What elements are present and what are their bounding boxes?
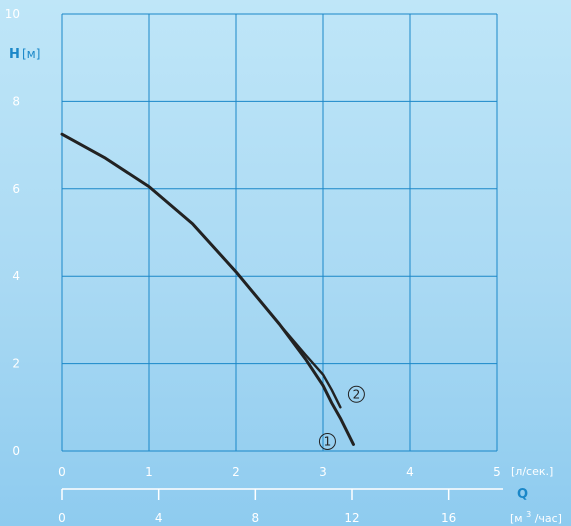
y-tick-label-0: 0 xyxy=(12,444,20,458)
grid xyxy=(61,13,498,452)
series-marker-circle-1 xyxy=(318,432,336,450)
series-marker-label-1: 1 xyxy=(324,434,332,448)
x2-unit-sup: 3 xyxy=(526,510,531,519)
series-marker-circle-2 xyxy=(347,385,365,403)
curves: 12 xyxy=(60,132,365,450)
x-axis-unit-primary: [л/сек.] xyxy=(511,465,553,478)
y-tick-label-4: 8 xyxy=(12,94,20,108)
y-axis-unit: [м] xyxy=(22,47,40,61)
x-axis-unit-secondary: [м 3 /час] xyxy=(510,507,562,525)
x-tick-label-2: 2 xyxy=(232,465,240,479)
x2-tick-label-4: 16 xyxy=(441,511,456,525)
x2-unit-base: [м xyxy=(510,512,523,525)
x2-tick-label-2: 8 xyxy=(252,511,260,525)
series-line-1 xyxy=(60,132,355,446)
y-tick-label-5: 10 xyxy=(5,7,20,21)
y-tick-label-3: 6 xyxy=(12,182,20,196)
x-tick-label-5: 5 xyxy=(493,465,501,479)
x-tick-label-0: 0 xyxy=(58,465,66,479)
x-tick-label-1: 1 xyxy=(145,465,153,479)
x2-unit-tail: /час] xyxy=(535,512,562,525)
secondary-axis-ticks: 0 4 8 12 16 xyxy=(58,489,456,525)
series-line-2 xyxy=(60,132,342,409)
x2-tick-label-3: 12 xyxy=(344,511,359,525)
x2-tick-label-1: 4 xyxy=(155,511,163,525)
x-tick-label-4: 4 xyxy=(406,465,414,479)
x2-tick-label-0: 0 xyxy=(58,511,66,525)
x-tick-label-3: 3 xyxy=(319,465,327,479)
y-tick-label-1: 2 xyxy=(12,357,20,371)
y-axis-symbol: H xyxy=(9,47,20,62)
series-marker-label-2: 2 xyxy=(353,387,361,401)
y-tick-label-2: 4 xyxy=(12,269,20,283)
x-axis-symbol: Q xyxy=(517,487,528,502)
